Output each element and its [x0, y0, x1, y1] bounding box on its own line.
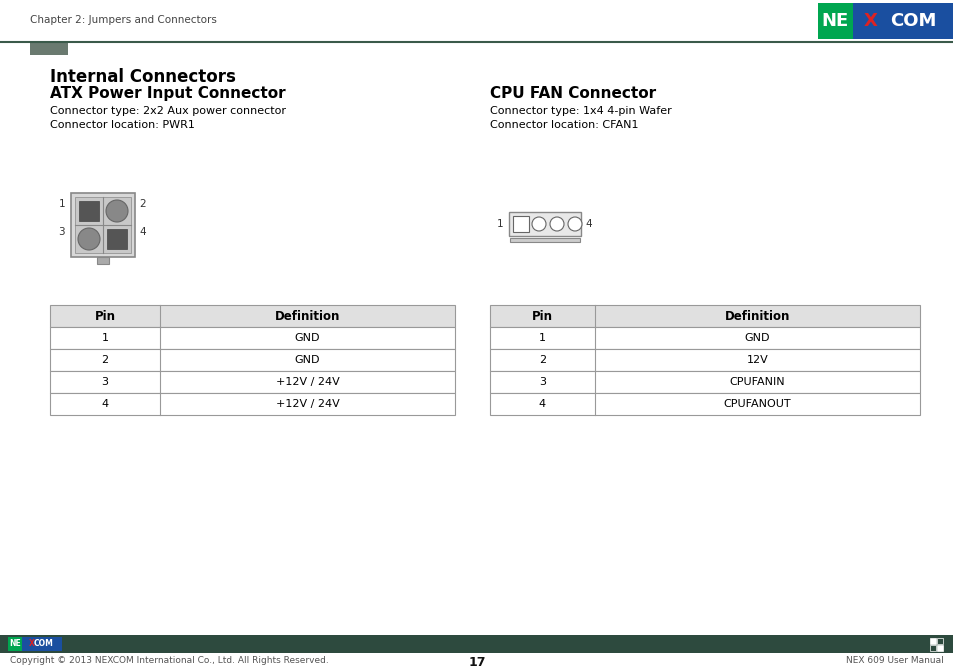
Text: NEX 609 User Manual: NEX 609 User Manual: [845, 656, 943, 665]
Bar: [50, 393, 455, 415]
Text: 17: 17: [468, 656, 485, 669]
Text: Definition: Definition: [724, 310, 789, 323]
Bar: [490, 349, 919, 371]
Text: Definition: Definition: [274, 310, 340, 323]
Text: NE: NE: [10, 640, 21, 648]
Text: +12V / 24V: +12V / 24V: [275, 399, 339, 409]
Text: CPUFANIN: CPUFANIN: [729, 377, 784, 387]
Text: GND: GND: [744, 333, 769, 343]
Bar: [103, 197, 131, 225]
Text: 4: 4: [584, 219, 591, 229]
Text: ATX Power Input Connector: ATX Power Input Connector: [50, 86, 285, 101]
Bar: [936, 638, 942, 644]
Bar: [490, 393, 919, 415]
Text: 1: 1: [496, 219, 502, 229]
Text: Internal Connectors: Internal Connectors: [50, 68, 235, 86]
Circle shape: [532, 217, 545, 231]
Text: 1: 1: [101, 333, 109, 343]
Text: Chapter 2: Jumpers and Connectors: Chapter 2: Jumpers and Connectors: [30, 15, 216, 25]
Circle shape: [106, 200, 128, 222]
Text: NE: NE: [821, 12, 848, 30]
Bar: [50, 349, 455, 371]
Text: COM: COM: [889, 12, 935, 30]
Bar: [490, 305, 919, 327]
Bar: [50, 371, 455, 393]
Bar: [0, 635, 953, 653]
Text: 1: 1: [538, 333, 545, 343]
Bar: [513, 216, 529, 232]
Text: GND: GND: [294, 333, 320, 343]
Text: 2: 2: [101, 355, 109, 365]
Bar: [929, 645, 935, 651]
Text: CPU FAN Connector: CPU FAN Connector: [490, 86, 656, 101]
Circle shape: [567, 217, 581, 231]
Text: COM: COM: [34, 640, 54, 648]
Text: Connector location: PWR1: Connector location: PWR1: [50, 120, 194, 130]
Circle shape: [550, 217, 563, 231]
Text: Connector location: CFAN1: Connector location: CFAN1: [490, 120, 638, 130]
Bar: [852, 3, 953, 39]
Text: 2: 2: [139, 199, 146, 209]
Bar: [50, 327, 455, 349]
Text: X: X: [863, 12, 877, 30]
Text: 3: 3: [58, 227, 65, 237]
Bar: [75, 225, 103, 253]
Bar: [929, 638, 935, 644]
Text: +12V / 24V: +12V / 24V: [275, 377, 339, 387]
Bar: [817, 3, 852, 39]
Bar: [936, 645, 942, 651]
Bar: [509, 212, 580, 236]
Text: 4: 4: [101, 399, 109, 409]
Text: Pin: Pin: [532, 310, 553, 323]
Bar: [30, 43, 68, 55]
Bar: [103, 225, 131, 253]
Text: 3: 3: [101, 377, 109, 387]
Text: GND: GND: [294, 355, 320, 365]
Text: 12V: 12V: [746, 355, 767, 365]
Text: Copyright © 2013 NEXCOM International Co., Ltd. All Rights Reserved.: Copyright © 2013 NEXCOM International Co…: [10, 656, 329, 665]
Text: 2: 2: [538, 355, 545, 365]
Text: 4: 4: [538, 399, 545, 409]
Text: 1: 1: [58, 199, 65, 209]
Text: Connector type: 1x4 4-pin Wafer: Connector type: 1x4 4-pin Wafer: [490, 106, 671, 116]
Bar: [490, 327, 919, 349]
Text: 4: 4: [139, 227, 146, 237]
Bar: [510, 238, 579, 242]
Bar: [22, 637, 62, 651]
Text: Pin: Pin: [94, 310, 115, 323]
Bar: [97, 257, 109, 264]
Bar: [490, 371, 919, 393]
Text: Connector type: 2x2 Aux power connector: Connector type: 2x2 Aux power connector: [50, 106, 286, 116]
Bar: [71, 193, 135, 257]
Text: X: X: [29, 640, 35, 648]
Bar: [50, 305, 455, 327]
Bar: [8, 637, 22, 651]
Text: 3: 3: [538, 377, 545, 387]
Text: CPUFANOUT: CPUFANOUT: [723, 399, 790, 409]
Circle shape: [78, 228, 100, 250]
Bar: [107, 229, 127, 249]
Bar: [75, 197, 103, 225]
Bar: [79, 201, 99, 221]
